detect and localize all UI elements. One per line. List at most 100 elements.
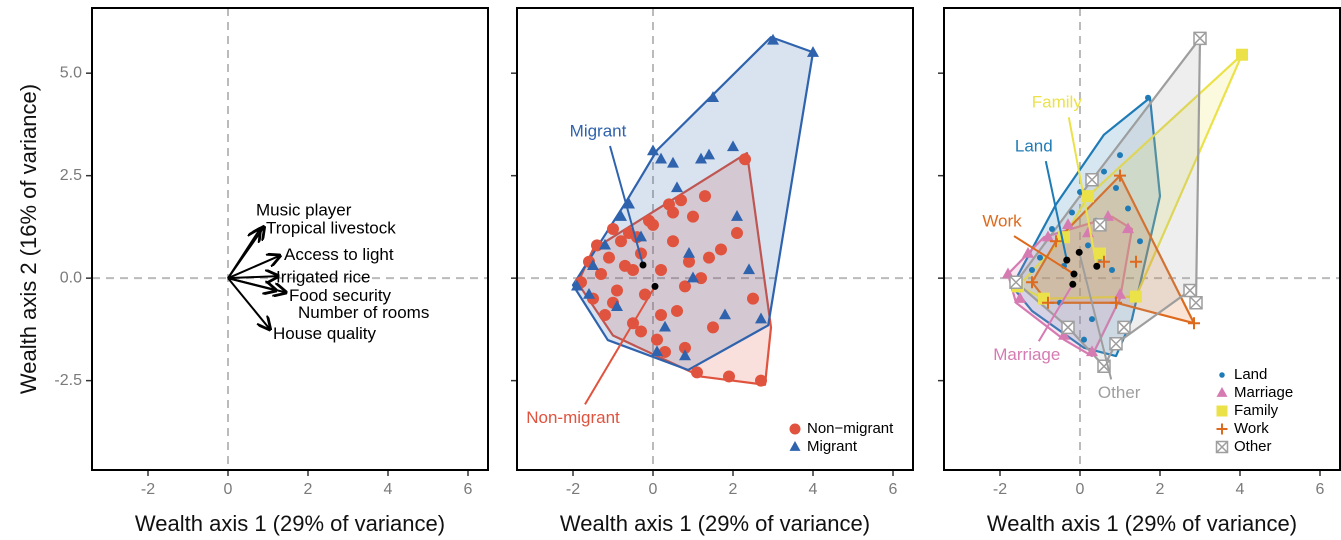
point — [707, 91, 719, 102]
point — [655, 263, 667, 276]
x-tick-label: -2 — [566, 481, 580, 498]
legend-label: Migrant — [807, 438, 858, 455]
x-tick-label: -2 — [141, 481, 155, 498]
point — [659, 320, 671, 332]
point — [671, 181, 683, 193]
y-tick-label: 5.0 — [60, 64, 82, 81]
point — [1130, 290, 1142, 303]
loading-label: Access to light — [284, 245, 394, 264]
point — [683, 246, 695, 258]
y-tick-label: -2.5 — [54, 372, 82, 389]
legend-marker — [1216, 386, 1228, 397]
point — [1117, 152, 1123, 159]
point — [1009, 275, 1023, 289]
point — [667, 206, 679, 219]
point — [679, 349, 691, 361]
point — [687, 271, 699, 283]
point — [655, 152, 667, 164]
plot-border — [943, 7, 1341, 471]
point — [1130, 255, 1142, 268]
annotation: Non-migrant — [526, 408, 620, 427]
annotation: Migrant — [570, 122, 627, 141]
point — [1037, 254, 1043, 261]
x-tick-label: 2 — [1156, 481, 1165, 498]
point — [1022, 246, 1034, 258]
point — [1014, 292, 1026, 303]
point — [571, 279, 583, 291]
point — [743, 263, 755, 275]
point — [1085, 242, 1091, 249]
point — [1183, 283, 1197, 298]
point — [731, 227, 743, 240]
legend-label: Other — [1234, 438, 1272, 455]
point — [1110, 296, 1122, 309]
point — [615, 235, 627, 248]
point — [1145, 94, 1151, 101]
point — [1089, 316, 1095, 323]
x-tick-label: 6 — [464, 481, 473, 498]
legend-label: Land — [1234, 366, 1267, 383]
point — [603, 251, 615, 264]
point — [1061, 320, 1075, 335]
annotation-leader — [1037, 283, 1074, 342]
point — [687, 210, 699, 223]
x-tick-label: 6 — [889, 481, 898, 498]
x-tick-label: 0 — [649, 481, 658, 498]
point — [1069, 209, 1075, 216]
point — [1058, 328, 1070, 340]
point — [615, 210, 627, 221]
loading-label: Tropical livestock — [266, 218, 396, 237]
annotation-leader — [609, 145, 644, 266]
legend-marker — [1219, 372, 1225, 378]
annotation: Marriage — [993, 345, 1060, 364]
loading-arrow — [227, 276, 278, 278]
point — [703, 251, 715, 264]
point — [719, 308, 731, 320]
centroid — [1070, 270, 1078, 278]
point — [1093, 218, 1107, 232]
point — [1114, 287, 1126, 299]
y-tick-label: 2.5 — [60, 167, 82, 184]
loading-label: House quality — [273, 324, 377, 343]
annotation: Land — [1015, 137, 1053, 156]
point — [695, 272, 707, 285]
legend-marker — [1216, 405, 1228, 417]
annotation: Work — [982, 212, 1022, 231]
point — [607, 222, 619, 235]
point — [627, 263, 639, 276]
point — [1062, 218, 1074, 230]
point — [611, 284, 623, 297]
point — [699, 190, 711, 203]
point — [679, 280, 691, 293]
x-axis-label: Wealth axis 1 (29% of variance) — [135, 511, 445, 536]
point — [1050, 235, 1062, 248]
point — [755, 312, 767, 324]
legend-marker — [1215, 440, 1229, 454]
point — [647, 144, 659, 156]
point — [695, 152, 707, 164]
point — [683, 255, 695, 268]
loading-label: Irrigated rice — [276, 268, 370, 287]
annotation-leader — [1013, 235, 1075, 275]
point — [679, 341, 691, 354]
centroid — [1093, 262, 1101, 270]
legend-marker — [789, 423, 801, 435]
point — [723, 370, 735, 383]
loading-arrow — [227, 277, 276, 290]
point — [1098, 255, 1110, 268]
point — [583, 287, 595, 299]
point — [671, 304, 683, 317]
point — [659, 345, 671, 358]
x-tick-label: -2 — [993, 481, 1007, 498]
plot-frame — [92, 8, 488, 470]
point — [1029, 266, 1035, 273]
point — [587, 259, 599, 271]
x-axis-label: Wealth axis 1 (29% of variance) — [560, 511, 870, 536]
point — [667, 235, 679, 248]
point — [651, 333, 663, 346]
hull — [576, 152, 773, 386]
point — [599, 309, 611, 322]
loading-arrow — [227, 227, 264, 279]
point — [635, 325, 647, 338]
